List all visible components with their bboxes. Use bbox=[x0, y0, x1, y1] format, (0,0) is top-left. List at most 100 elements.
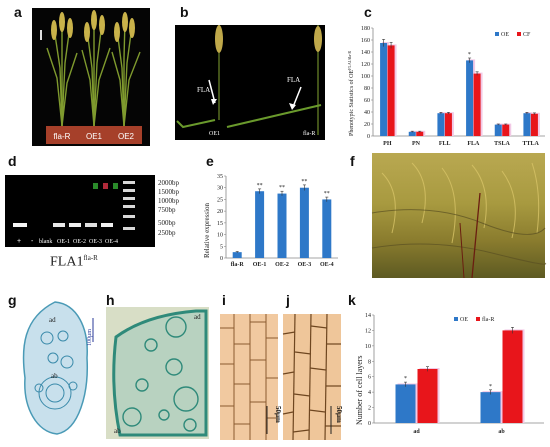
panel-j-micrograph: 50μm bbox=[282, 313, 343, 441]
lane-plus: + bbox=[17, 238, 21, 245]
sample-label-oe1: OE1 bbox=[209, 131, 220, 137]
chart-c-svg-ytick-label: 120 bbox=[361, 62, 370, 68]
sample-label-fla-r: fla-R bbox=[303, 130, 315, 137]
chart-c-svg: Phenotypic Statistics of OEFLA1/fla-R 0 2… bbox=[347, 26, 545, 147]
chart-e-svg-bar bbox=[299, 187, 309, 258]
chart-k-legend-swatch bbox=[454, 317, 458, 321]
chart-c-svg-category-label: PH bbox=[383, 141, 392, 147]
panel-h-micrograph: ad ab bbox=[106, 307, 209, 439]
g-label-ad: ad bbox=[49, 316, 56, 324]
lane-oe3: OE-3 bbox=[89, 239, 102, 245]
chart-c-legend-label: OE bbox=[501, 32, 509, 38]
chart-k-svg-ytick-label: 4 bbox=[368, 390, 371, 396]
chart-c-legend-swatch bbox=[517, 32, 521, 36]
gel-caption: FLA1fla-R bbox=[50, 254, 98, 271]
cells-j-illustration: 50μm bbox=[282, 313, 343, 441]
cells-i-illustration: 50μm bbox=[220, 314, 282, 440]
chart-c-significance: * bbox=[468, 52, 471, 58]
chart-k-svg-bar bbox=[502, 330, 523, 423]
chart-c-svg-bar bbox=[502, 124, 510, 136]
lane-oe2: OE-2 bbox=[73, 239, 86, 245]
lane-oe1: OE-1 bbox=[57, 239, 70, 245]
pot-label-fla-r: fla-R bbox=[54, 132, 71, 141]
gel-caption-sup: fla-R bbox=[83, 254, 98, 262]
ladder-2000: 2000bp bbox=[158, 179, 180, 187]
panel-i-micrograph: 50μm bbox=[220, 314, 282, 440]
panel-h-letter: h bbox=[106, 292, 115, 308]
chart-c-svg-category-label: TSLA bbox=[494, 141, 510, 147]
panel-j-letter: j bbox=[286, 292, 290, 308]
chart-c-svg-ytick-label: 180 bbox=[361, 26, 370, 32]
chart-e-svg-ytick-label: 20 bbox=[217, 209, 223, 215]
chart-c-ylabel: Phenotypic Statistics of OEFLA1/fla-R bbox=[347, 51, 355, 136]
chart-c-svg-bar bbox=[416, 131, 424, 136]
chart-c-svg-bar bbox=[494, 124, 502, 136]
ladder-1500: 1500bp bbox=[158, 188, 180, 196]
chart-k: Number of cell layers 0 2 4 6 8 10 12 14 ad ab * * O… bbox=[348, 305, 548, 445]
lane-oe4: OE-4 bbox=[105, 239, 118, 245]
leaf-section-2-illustration: ad ab bbox=[112, 309, 208, 437]
j-scale-bar: 50μm bbox=[335, 406, 343, 423]
chart-k-svg-ytick-label: 2 bbox=[368, 406, 371, 412]
chart-c: Phenotypic Statistics of OEFLA1/fla-R 0 2… bbox=[345, 18, 550, 153]
fla-label-right: FLA bbox=[287, 76, 300, 84]
chart-e-svg-ytick-label: 25 bbox=[217, 197, 223, 203]
chart-k-svg-category-label: ad bbox=[413, 429, 420, 435]
chart-c-svg-bar bbox=[530, 113, 538, 136]
chart-k-significance: * bbox=[489, 384, 492, 390]
g-scale-bar: 100μm bbox=[87, 329, 93, 346]
chart-c-svg-category-label: FLA bbox=[467, 141, 480, 147]
panel-d-gel: + - blank OE-1 OE-2 OE-3 OE-4 bbox=[5, 175, 155, 247]
chart-c-svg-bar bbox=[444, 113, 452, 136]
panel-e-letter: e bbox=[206, 153, 214, 169]
chart-e-svg-ytick-label: 10 bbox=[217, 233, 223, 239]
rice-plants-illustration: fla-R OE1 OE2 bbox=[40, 10, 142, 144]
chart-k-svg-ytick-label: 8 bbox=[368, 359, 371, 365]
chart-e-svg-ytick-label: 35 bbox=[217, 174, 223, 180]
ladder-1000: 1000bp bbox=[158, 197, 180, 205]
h-label-ab: ab bbox=[114, 427, 121, 435]
panel-k-letter: k bbox=[348, 292, 356, 308]
chart-e-significance: ** bbox=[301, 179, 307, 185]
gel-caption-main: FLA1 bbox=[50, 254, 84, 270]
panel-a-letter: a bbox=[14, 4, 22, 20]
g-label-ab: ab bbox=[51, 372, 58, 380]
panel-i-letter: i bbox=[222, 292, 226, 308]
i-scale-bar: 50μm bbox=[274, 406, 282, 423]
chart-e-svg-category-label: OE-4 bbox=[320, 262, 334, 268]
chart-c-svg-ytick-label: 60 bbox=[364, 98, 370, 104]
panel-f-photo bbox=[371, 153, 547, 279]
chart-e-svg-bar bbox=[255, 191, 265, 258]
gel-illustration: + - blank OE-1 OE-2 OE-3 OE-4 bbox=[13, 181, 135, 245]
ladder-250: 250bp bbox=[158, 229, 176, 237]
ladder-500: 500bp bbox=[158, 219, 176, 227]
chart-e-svg-ytick-label: 0 bbox=[220, 256, 223, 262]
chart-c-svg-ytick-label: 0 bbox=[367, 134, 370, 140]
chart-c-svg-category-label: FLL bbox=[439, 141, 451, 147]
rice-field-illustration bbox=[371, 162, 547, 279]
chart-e-significance: ** bbox=[324, 191, 330, 197]
chart-k-svg: Number of cell layers 0 2 4 6 8 10 12 14 ad ab * * O… bbox=[355, 313, 544, 435]
chart-e-svg-category-label: OE-1 bbox=[253, 262, 267, 268]
panel-d-letter: d bbox=[8, 153, 17, 169]
chart-k-legend-label: fla-R bbox=[482, 316, 494, 323]
lane-minus: - bbox=[31, 238, 34, 245]
chart-k-svg-ytick-label: 10 bbox=[365, 344, 371, 350]
chart-k-svg-bar bbox=[395, 384, 416, 423]
chart-c-svg-bar bbox=[387, 45, 395, 136]
chart-e-svg-category-label: fla-R bbox=[231, 262, 245, 268]
chart-k-svg-ytick-label: 0 bbox=[368, 421, 371, 427]
chart-c-svg-bar bbox=[466, 60, 474, 136]
chart-c-svg-ytick-label: 40 bbox=[364, 110, 370, 116]
chart-k-svg-ytick-label: 14 bbox=[365, 313, 371, 319]
panel-b-letter: b bbox=[180, 4, 189, 20]
chart-e-svg-ytick-label: 5 bbox=[220, 244, 223, 250]
chart-k-svg-category-label: ab bbox=[498, 429, 505, 435]
chart-c-svg-category-label: PN bbox=[412, 141, 421, 147]
chart-k-legend-swatch bbox=[476, 317, 480, 321]
leaf-section-illustration: ad ab 100μm bbox=[22, 301, 94, 435]
chart-k-legend-label: OE bbox=[460, 317, 468, 323]
chart-e-svg-bar bbox=[322, 199, 332, 258]
chart-e-svg-ytick-label: 30 bbox=[217, 186, 223, 192]
chart-e-svg-category-label: OE-2 bbox=[275, 262, 289, 268]
